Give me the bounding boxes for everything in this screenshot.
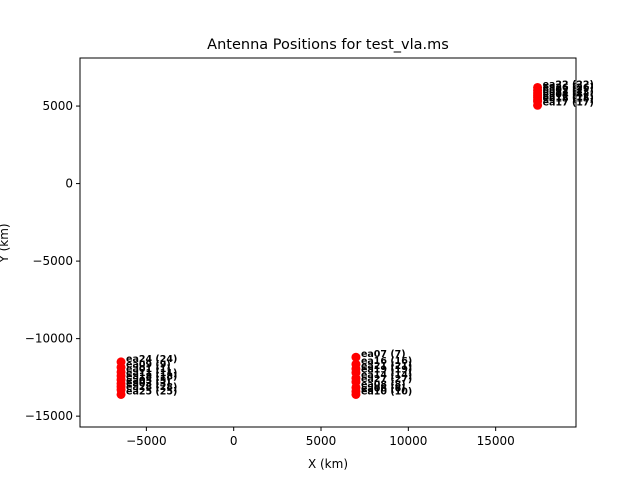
antenna-label: ea01 (1) xyxy=(126,364,171,375)
antenna-label: ea25 (25) xyxy=(126,386,177,397)
antenna-label: ea21 (21) xyxy=(361,361,412,372)
antenna-label: ea18 (18) xyxy=(126,372,177,383)
antenna-label: ea08 (8) xyxy=(361,379,406,390)
antenna-label: ea09 (9) xyxy=(126,359,171,370)
antenna-point xyxy=(351,389,361,399)
x-tick-label: 5000 xyxy=(306,434,337,448)
antenna-label: ea02 (2) xyxy=(543,85,588,96)
x-tick-label: 0 xyxy=(230,434,238,448)
antenna-label: ea26 (26) xyxy=(543,83,594,94)
antenna-label: ea10 (10) xyxy=(361,386,412,397)
x-tick-label: 10000 xyxy=(389,434,427,448)
x-axis-label: X (km) xyxy=(308,457,348,471)
y-tick-label: −10000 xyxy=(25,332,73,346)
antenna-label: ea16 (16) xyxy=(361,356,412,367)
chart-title: Antenna Positions for test_vla.ms xyxy=(207,37,449,53)
antenna-label: ea03 (3) xyxy=(126,379,171,390)
data-points xyxy=(116,82,543,399)
antenna-label: ea13 (13) xyxy=(543,87,594,98)
antenna-label: ea19 (19) xyxy=(361,365,412,376)
axis-ticks: −5000 0 5000 10000 15000 −15000 −10000 −5000 0 50… xyxy=(25,99,515,448)
point-labels: ea24 (24)ea09 (9)ea01 (1)ea11 (11)ea18 (… xyxy=(126,79,594,397)
y-tick-label: 0 xyxy=(65,177,73,191)
y-tick-label: −15000 xyxy=(25,409,73,423)
antenna-label: ea14 (14) xyxy=(361,370,412,381)
antenna-label: ea15 (15) xyxy=(543,93,594,104)
antenna-label: ea11 (11) xyxy=(126,368,177,379)
antenna-point xyxy=(116,389,126,399)
antenna-label: ea04 (4) xyxy=(543,90,588,101)
antenna-point xyxy=(533,100,543,110)
x-tick-label: −5000 xyxy=(126,434,167,448)
plot-frame xyxy=(79,57,577,428)
antenna-label: ea27 (27) xyxy=(361,374,412,385)
antenna-label: ea06 (6) xyxy=(361,383,406,394)
antenna-label: ea12 (12) xyxy=(543,92,594,103)
antenna-label: ea07 (7) xyxy=(361,349,406,360)
antenna-label: ea28 (28) xyxy=(126,382,177,393)
antenna-label: ea22 (22) xyxy=(543,79,594,90)
antenna-label: ea17 (17) xyxy=(543,97,594,108)
antenna-label: ea05 (5) xyxy=(126,376,171,387)
antenna-label: ea24 (24) xyxy=(126,354,177,365)
y-axis-label: Y (km) xyxy=(0,223,11,263)
y-tick-label: −5000 xyxy=(32,254,73,268)
antenna-point xyxy=(351,352,361,362)
y-tick-label: 5000 xyxy=(42,99,73,113)
x-tick-label: 15000 xyxy=(477,434,515,448)
